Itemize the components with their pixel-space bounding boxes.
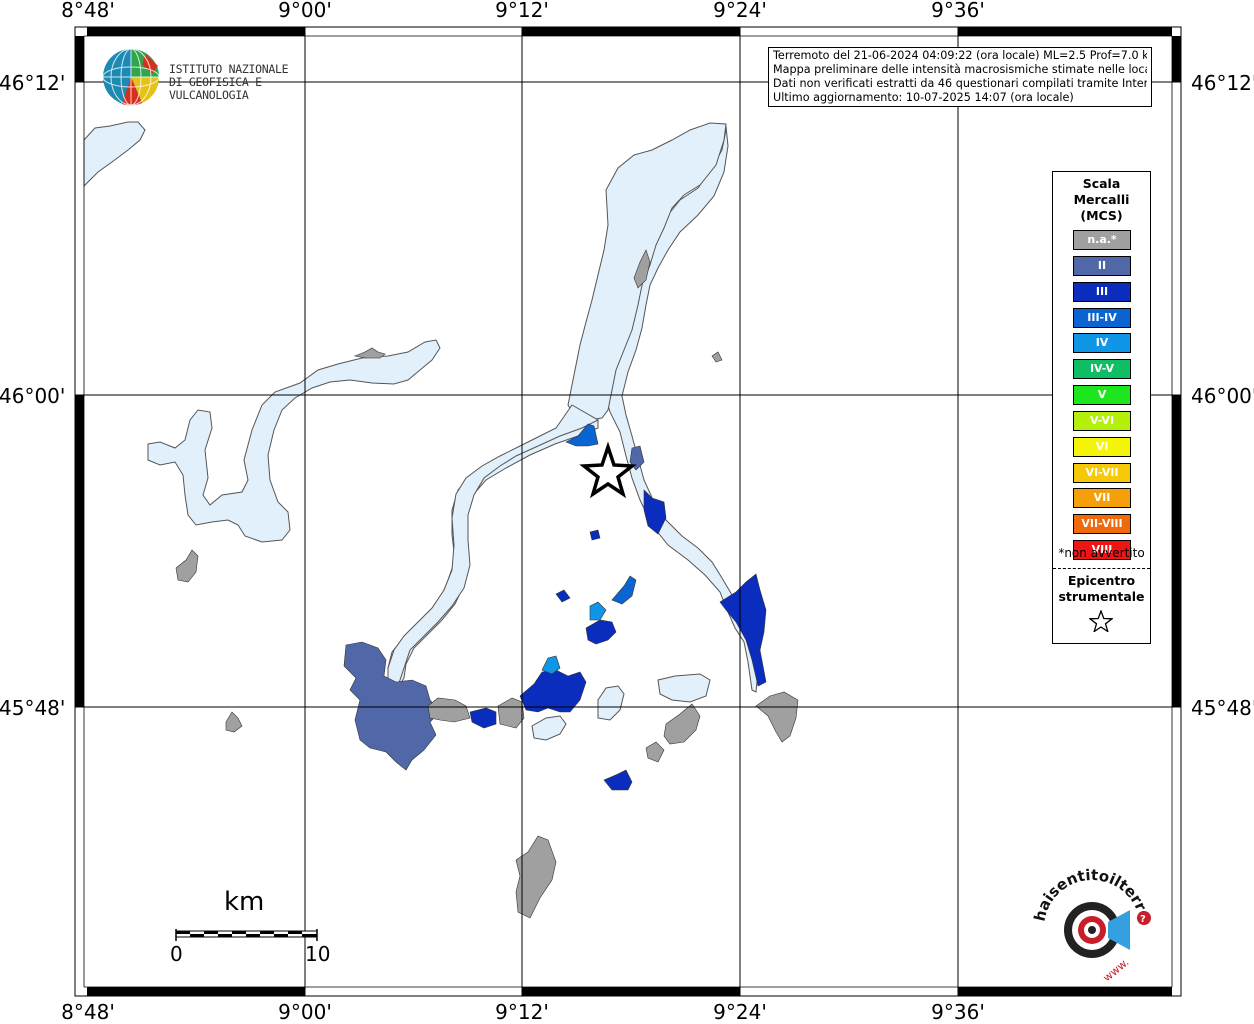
lat-tick-right-2: 46°00' [1191,384,1254,408]
legend-item: III [1073,281,1131,302]
intensity-areas [175,249,799,919]
scale-bar-unit: km [224,887,265,917]
lake-annone [657,673,711,703]
event-info-line3: Dati non verificati estratti da 46 quest… [773,77,1147,90]
area-na-9 [633,249,651,289]
scale-bar-graphic [175,929,318,941]
area-na-1 [427,697,471,723]
haisentito-logo: haisentitoilterremoto.it ? www. [1026,860,1153,980]
area-na-8 [755,691,799,743]
lon-tick-top-4: 9°24' [713,0,767,22]
mcs-legend: Scala Mercalli (MCS) n.a.* II III III-IV IV I… [1052,171,1151,644]
lon-tick-bottom-2: 9°00' [278,1000,332,1024]
haisentito-logo-prefix: www. [1101,956,1132,980]
legend-item: IV-V [1073,359,1131,380]
legend-title-line3: (MCS) [1080,208,1123,223]
legend-item: VI [1073,436,1131,457]
legend-epicentre-line2: strumentale [1058,589,1145,604]
lon-tick-bottom-4: 9°24' [713,1000,767,1024]
area-iiiiv-1 [611,575,637,605]
area-iiiiv-2 [565,423,599,447]
legend-star-icon [1089,610,1113,632]
area-iii-2 [519,669,587,713]
lon-tick-top-5: 9°36' [931,0,985,22]
area-iii-4 [555,589,571,603]
legend-item: VII [1073,488,1131,509]
lake-alserio [531,715,567,741]
legend-item: VI-VII [1073,462,1131,483]
lon-tick-bottom-1: 8°48' [61,1000,115,1024]
scale-bar-start: 0 [170,942,183,966]
area-iii-lecco [719,573,767,687]
area-na-7 [645,741,665,763]
legend-items: n.a.* II III III-IV IV IV-V V V-VI VI VI-VII VII VI… [1073,230,1131,566]
map-frame [74,26,1182,997]
area-na-2 [497,697,525,729]
area-iii-3 [585,619,617,645]
area-na-3 [175,549,199,583]
area-na-6 [663,703,701,745]
legend-item: II [1073,255,1131,276]
svg-text:?: ? [1140,914,1146,925]
area-iii-7 [603,769,633,791]
event-info-box: Terremoto del 21-06-2024 04:09:22 (ora l… [768,47,1152,107]
area-ii-como [343,641,441,771]
epicentre-star-icon [579,441,637,499]
lat-tick-left-2: 46°00' [0,384,66,408]
event-info-line4: Ultimo aggiornamento: 10-07-2025 14:07 (… [773,91,1074,104]
scale-bar-end: 10 [305,942,331,966]
ingv-logo: ISTITUTO NAZIONALE DI GEOFISICA E VULCAN… [102,48,312,110]
legend-item: VIII [1073,540,1131,561]
lat-tick-left-3: 45°48' [0,696,66,720]
scale-bar: km 0 10 [168,885,338,970]
event-info-line2: Mappa preliminare delle intensità macros… [773,63,1147,76]
legend-item: IV [1073,333,1131,354]
legend-separator [1053,568,1150,569]
lon-tick-top-2: 9°00' [278,0,332,22]
legend-title-line1: Scala [1082,176,1121,191]
lon-tick-top-1: 8°48' [61,0,115,22]
area-iv-1 [541,655,561,675]
legend-note: *non avvertito [1058,546,1145,560]
ingv-logo-line1: ISTITUTO NAZIONALE [169,62,289,76]
area-ii-2 [629,445,645,471]
area-iv-2 [589,601,607,621]
area-na-4 [225,711,243,733]
lake-pusiano [597,685,625,721]
event-info-line1: Terremoto del 21-06-2024 04:09:22 (ora l… [773,49,1147,62]
area-iii-6 [643,489,667,535]
lon-tick-top-3: 9°12' [495,0,549,22]
area-iii-5 [589,529,601,541]
legend-item: VII-VIII [1073,514,1131,535]
lon-tick-bottom-3: 9°12' [495,1000,549,1024]
lake-maggiore [83,121,146,188]
legend-item: n.a.* [1073,230,1131,250]
legend-epicentre-label: Epicentro strumentale [1053,573,1150,605]
legend-item: V [1073,385,1131,406]
legend-epicentre-line1: Epicentro [1067,573,1136,588]
area-na-5 [515,835,557,919]
legend-item: III-IV [1073,307,1131,328]
legend-item: V-VI [1073,410,1131,431]
ingv-logo-line2: DI GEOFISICA E VULCANOLOGIA [169,75,262,102]
lon-tick-bottom-5: 9°36' [931,1000,985,1024]
lat-tick-right-1: 46°12' [1191,71,1254,95]
lake-lugano [147,339,441,543]
globe-icon [102,48,160,106]
legend-title-line2: Mercalli [1073,192,1130,207]
lat-tick-left-1: 46°12' [0,71,66,95]
lake-lugano-east [353,347,386,359]
legend-title: Scala Mercalli (MCS) [1053,176,1150,224]
area-iii-1 [469,707,497,729]
area-na-10 [711,351,723,363]
lat-tick-right-3: 45°48' [1191,696,1254,720]
